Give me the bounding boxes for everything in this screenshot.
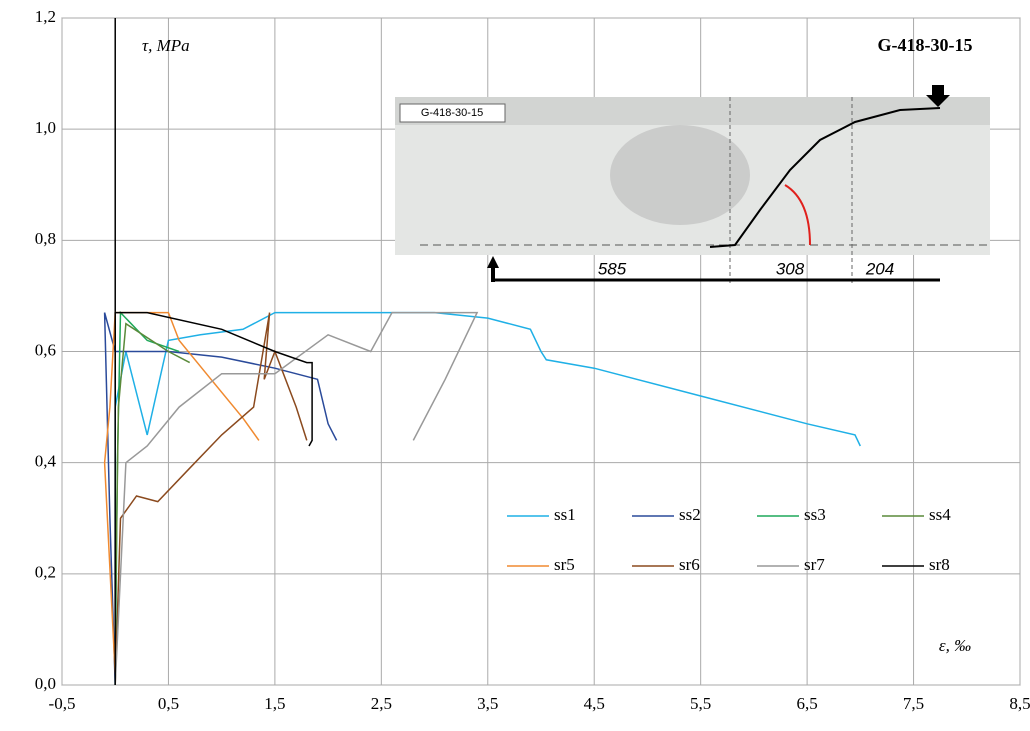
series-lines <box>103 310 861 686</box>
series-line <box>114 322 191 630</box>
series-line <box>114 312 308 686</box>
x-tick-label: 4,5 <box>584 694 605 713</box>
crack-mark <box>784 184 811 246</box>
series-line <box>103 312 338 686</box>
legend-label: ss1 <box>554 505 576 524</box>
legend-label: sr8 <box>929 555 950 574</box>
legend-label: sr7 <box>804 555 825 574</box>
inset-title: G-418-30-15 <box>878 35 973 55</box>
y-tick-label: 1,0 <box>35 118 56 137</box>
series-line <box>114 311 313 685</box>
series-line <box>103 311 260 674</box>
x-tick-label: 0,5 <box>158 694 179 713</box>
legend-label: sr5 <box>554 555 575 574</box>
x-tick-label: 5,5 <box>690 694 711 713</box>
x-tick-label: 7,5 <box>903 694 924 713</box>
y-tick-label: 0,6 <box>35 340 56 359</box>
legend-label: ss3 <box>804 505 826 524</box>
legend-label: sr6 <box>679 555 700 574</box>
y-axis-label: τ, MPa <box>142 36 190 55</box>
dimension: 585 <box>598 259 627 278</box>
inset-label: G-418-30-15 <box>421 107 483 119</box>
x-tick-label: 2,5 <box>371 694 392 713</box>
x-tick-label: 3,5 <box>477 694 498 713</box>
inset-photo <box>395 85 990 285</box>
photo-tag <box>399 103 506 123</box>
x-tick-label: -0,5 <box>49 694 76 713</box>
y-tick-label: 0,4 <box>35 452 57 471</box>
x-tick-label: 1,5 <box>264 694 285 713</box>
x-tick-label: 8,5 <box>1009 694 1030 713</box>
dimension: 204 <box>865 259 894 278</box>
y-tick-label: 0,8 <box>35 229 56 248</box>
photo-stain <box>610 125 750 225</box>
y-tick-label: 0,2 <box>35 563 56 582</box>
crack <box>709 107 941 248</box>
support-arrow <box>487 256 499 282</box>
dimension: 308 <box>776 259 805 278</box>
x-axis-label: ε, ‰ <box>939 636 971 655</box>
legend-label: ss2 <box>679 505 701 524</box>
x-tick-label: 6,5 <box>796 694 817 713</box>
y-tick-label: 1,2 <box>35 7 56 26</box>
y-tick-label: 0,0 <box>35 674 56 693</box>
load-arrow <box>926 85 950 107</box>
series-line <box>114 311 479 686</box>
legend-label: ss4 <box>929 505 951 524</box>
